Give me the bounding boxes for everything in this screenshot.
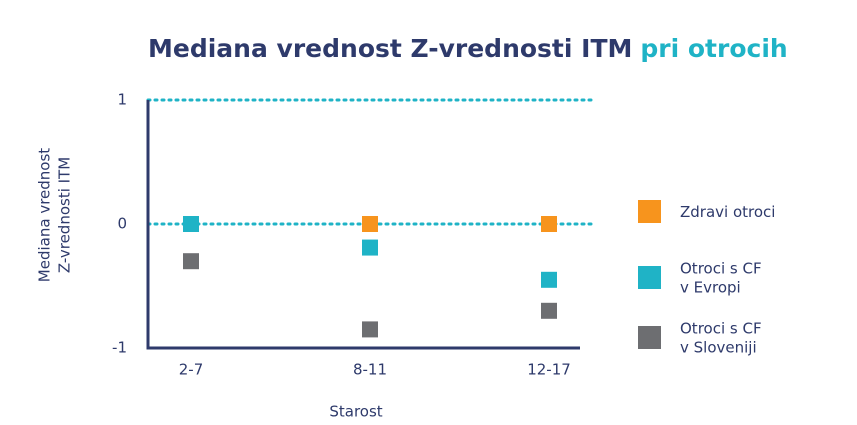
x-tick-label: 8-11 <box>353 361 387 379</box>
y-tick-label: -1 <box>112 339 127 357</box>
marker <box>362 239 378 256</box>
x-axis-label: Starost <box>329 403 382 421</box>
chart-title: Mediana vrednost Z-vrednosti ITM pri otro… <box>148 34 788 63</box>
marker <box>362 321 378 338</box>
title-main: Mediana vrednost Z-vrednosti ITM <box>148 34 632 63</box>
title-highlight: pri otrocih <box>640 34 787 63</box>
y-axis-label-line: Z-vrednosti ITM <box>56 157 74 273</box>
legend-swatch <box>638 200 661 223</box>
legend-label-line: v Sloveniji <box>680 338 757 356</box>
legend-label: Otroci s CF v Sloveniji <box>680 319 762 356</box>
x-tick-label: 2-7 <box>179 361 204 379</box>
marker <box>541 271 557 288</box>
legend-swatch <box>638 326 661 349</box>
legend-label: Zdravi otroci <box>680 203 775 221</box>
legend-label-line: Zdravi otroci <box>680 203 775 221</box>
marker <box>183 253 199 270</box>
marker <box>183 216 199 232</box>
y-tick-label: 1 <box>117 91 127 109</box>
marker <box>362 216 378 232</box>
y-axis-label-line: Mediana vrednost <box>36 148 54 282</box>
x-tick-label: 12-17 <box>527 361 571 379</box>
marker <box>541 302 557 319</box>
legend-label: Otroci s CF v Evropi <box>680 259 762 296</box>
legend-swatch <box>638 266 661 289</box>
marker <box>541 216 557 232</box>
legend-label-line: Otroci s CF <box>680 259 762 277</box>
legend-label-line: Otroci s CF <box>680 319 762 337</box>
y-tick-label: 0 <box>117 215 127 233</box>
legend-label-line: v Evropi <box>680 278 741 296</box>
